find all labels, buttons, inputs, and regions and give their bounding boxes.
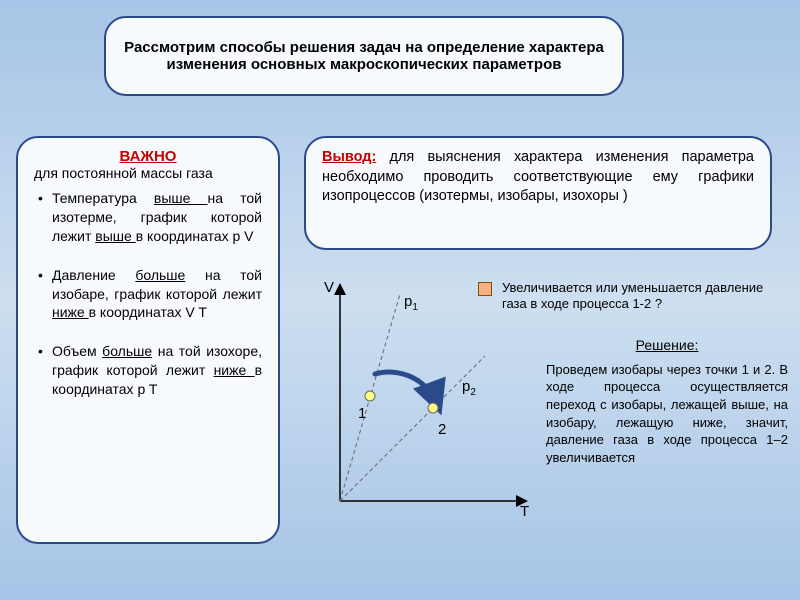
conclusion-text: для выяснения характера изменения параме… [322, 149, 754, 204]
underline: ниже [214, 362, 255, 378]
header-box: Рассмотрим способы решения задач на опре… [104, 16, 624, 96]
text: Давление [52, 267, 135, 283]
bullet-volume: Объем больше на той изохоре, график кото… [34, 342, 262, 399]
underline: больше [135, 267, 185, 283]
svg-text:2: 2 [438, 421, 446, 438]
bullet-pressure: Давление больше на той изобаре, график к… [34, 266, 262, 323]
important-subtitle: для постоянной массы газа [34, 165, 262, 181]
svg-text:p2: p2 [462, 378, 476, 398]
question-caption: Увеличивается или уменьшается давление г… [502, 280, 785, 313]
conclusion-label: Вывод: [322, 149, 376, 165]
solution-text: Проведем изобары через точки 1 и 2. В хо… [546, 361, 788, 466]
text: в координатах V T [89, 304, 207, 320]
text: в координатах p V [136, 228, 254, 244]
svg-text:V: V [324, 279, 334, 296]
underline: выше [95, 228, 135, 244]
underline: ниже [52, 304, 89, 320]
text: Температура [52, 190, 154, 206]
underline: больше [102, 343, 152, 359]
svg-text:1: 1 [358, 405, 366, 422]
conclusion-box: Вывод: для выяснения характера изменения… [304, 136, 772, 250]
header-text: Рассмотрим способы решения задач на опре… [122, 39, 606, 73]
bullet-temperature: Температура выше на той изотерме, график… [34, 189, 262, 246]
important-title: ВАЖНО [34, 148, 262, 165]
square-bullet-icon [478, 282, 492, 296]
text: Объем [52, 343, 102, 359]
important-box: ВАЖНО для постоянной массы газа Температ… [16, 136, 280, 544]
underline: выше [154, 190, 208, 206]
question-text: Увеличивается или уменьшается давление г… [502, 280, 763, 311]
svg-text:p1: p1 [404, 293, 418, 313]
solution-title: Решение: [546, 336, 788, 355]
svg-text:T: T [520, 503, 529, 516]
solution-block: Решение: Проведем изобары через точки 1 … [546, 336, 788, 466]
